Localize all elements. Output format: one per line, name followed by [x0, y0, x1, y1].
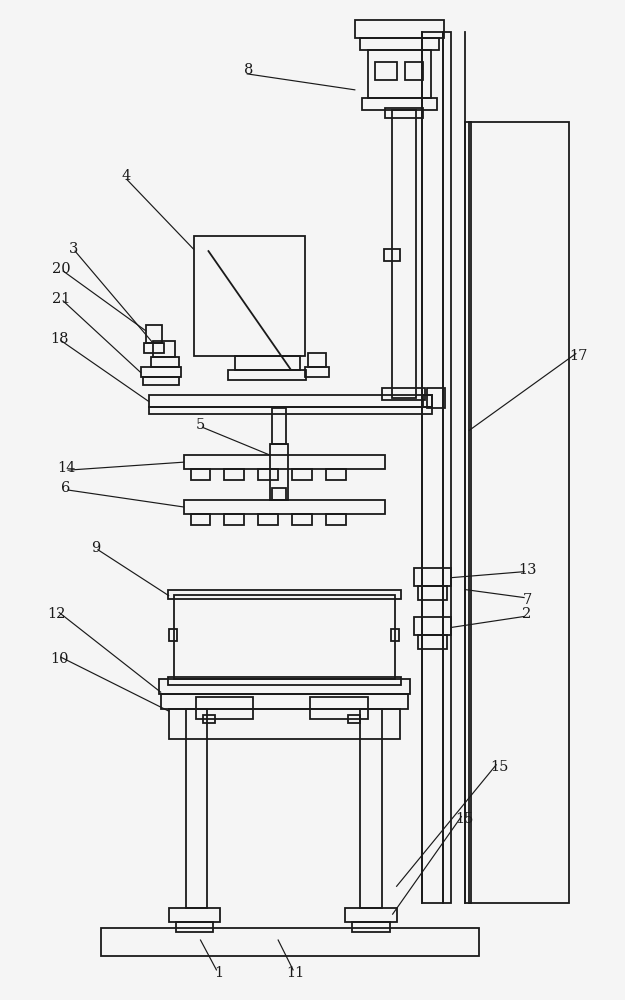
Bar — [391, 629, 399, 641]
Text: 3: 3 — [68, 242, 78, 256]
Bar — [308, 353, 326, 367]
Bar — [368, 50, 431, 98]
Bar — [191, 514, 211, 525]
Text: 8: 8 — [244, 63, 253, 77]
Bar — [360, 38, 439, 50]
Bar — [352, 922, 389, 932]
Bar — [142, 377, 179, 385]
Bar — [184, 455, 384, 469]
Bar — [384, 249, 399, 261]
Bar — [258, 514, 278, 525]
Bar — [310, 697, 368, 719]
Bar — [272, 488, 286, 500]
Bar — [204, 715, 216, 723]
Bar — [270, 444, 288, 500]
Bar — [184, 500, 384, 514]
Text: 7: 7 — [522, 593, 532, 607]
Text: 15: 15 — [455, 812, 474, 826]
Bar — [228, 370, 306, 380]
Text: 9: 9 — [91, 541, 101, 555]
Text: 20: 20 — [52, 262, 71, 276]
Bar — [418, 586, 447, 600]
Text: 4: 4 — [121, 169, 131, 183]
Text: 1: 1 — [214, 966, 223, 980]
Bar — [186, 709, 208, 908]
Bar — [272, 408, 286, 444]
Bar — [414, 617, 451, 635]
Bar — [443, 32, 451, 903]
Text: 15: 15 — [490, 760, 508, 774]
Bar — [191, 469, 211, 480]
Bar — [152, 341, 174, 357]
Bar — [258, 469, 278, 480]
Text: 6: 6 — [61, 481, 71, 495]
Bar — [421, 32, 443, 903]
Bar — [159, 679, 409, 694]
Bar — [384, 108, 423, 118]
Bar — [292, 514, 312, 525]
Bar — [151, 357, 179, 367]
Bar — [428, 388, 446, 408]
Bar — [169, 629, 177, 641]
Text: 2: 2 — [522, 607, 532, 621]
Text: 10: 10 — [50, 652, 68, 666]
Bar — [326, 469, 346, 480]
Bar — [382, 388, 426, 400]
Bar — [362, 98, 438, 110]
Bar — [196, 697, 253, 719]
Text: 5: 5 — [196, 418, 205, 432]
Bar — [348, 715, 360, 723]
Bar — [422, 395, 432, 407]
Bar — [360, 709, 382, 908]
Text: 13: 13 — [518, 563, 536, 577]
Bar — [326, 514, 346, 525]
Bar — [168, 677, 401, 685]
Bar — [149, 407, 432, 414]
Text: 17: 17 — [569, 349, 588, 363]
Bar — [404, 62, 422, 80]
Bar — [414, 568, 451, 586]
Bar — [224, 469, 244, 480]
Bar — [305, 367, 329, 377]
Bar — [194, 236, 305, 356]
Bar — [224, 514, 244, 525]
Bar — [141, 367, 181, 377]
Text: 21: 21 — [52, 292, 70, 306]
Bar — [418, 635, 447, 649]
Text: 18: 18 — [50, 332, 68, 346]
Bar — [101, 928, 479, 956]
Bar — [355, 20, 444, 38]
Bar — [469, 122, 569, 903]
Bar — [144, 343, 164, 353]
Bar — [169, 709, 399, 739]
Bar — [466, 122, 471, 903]
Bar — [169, 908, 221, 922]
Bar — [292, 469, 312, 480]
Bar — [161, 694, 408, 709]
Bar — [168, 590, 401, 599]
Text: 12: 12 — [47, 607, 66, 621]
Bar — [149, 395, 432, 407]
Bar — [392, 110, 416, 398]
Text: 14: 14 — [57, 461, 75, 475]
Bar — [345, 908, 397, 922]
Bar — [236, 356, 300, 370]
Bar — [176, 922, 214, 932]
Bar — [146, 325, 162, 343]
Bar — [174, 595, 394, 679]
Text: 11: 11 — [286, 966, 304, 980]
Bar — [375, 62, 397, 80]
